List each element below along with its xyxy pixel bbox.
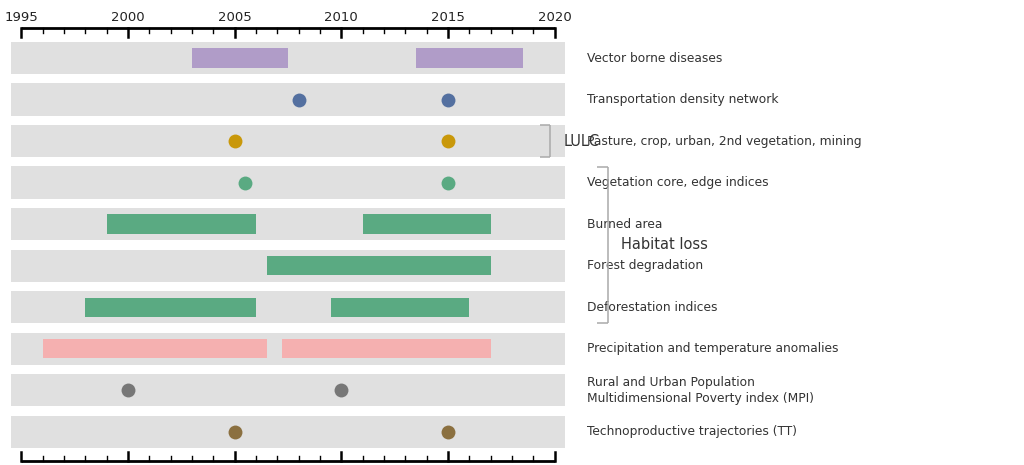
Text: 2015: 2015 [431, 11, 465, 24]
FancyBboxPatch shape [282, 339, 490, 359]
FancyBboxPatch shape [10, 291, 565, 324]
FancyBboxPatch shape [362, 214, 490, 234]
Text: Vegetation core, edge indices: Vegetation core, edge indices [587, 176, 768, 189]
FancyBboxPatch shape [43, 339, 266, 359]
Text: Rural and Urban Population
Multidimensional Poverty index (MPI): Rural and Urban Population Multidimensio… [587, 376, 814, 405]
Text: Transportation density network: Transportation density network [587, 93, 778, 106]
FancyBboxPatch shape [106, 214, 256, 234]
FancyBboxPatch shape [10, 208, 565, 240]
FancyBboxPatch shape [10, 42, 565, 74]
Text: Vector borne diseases: Vector borne diseases [587, 52, 722, 65]
FancyBboxPatch shape [266, 256, 490, 275]
Text: Deforestation indices: Deforestation indices [587, 301, 717, 314]
FancyBboxPatch shape [10, 416, 565, 448]
FancyBboxPatch shape [416, 48, 522, 68]
Text: Precipitation and temperature anomalies: Precipitation and temperature anomalies [587, 342, 839, 355]
FancyBboxPatch shape [193, 48, 288, 68]
Text: LULC: LULC [563, 133, 599, 149]
Text: Pasture, crop, urban, 2nd vegetation, mining: Pasture, crop, urban, 2nd vegetation, mi… [587, 135, 861, 148]
Text: 2010: 2010 [325, 11, 358, 24]
FancyBboxPatch shape [10, 125, 565, 157]
Text: Technoproductive trajectories (TT): Technoproductive trajectories (TT) [587, 425, 797, 438]
FancyBboxPatch shape [10, 332, 565, 365]
Text: 2005: 2005 [218, 11, 252, 24]
FancyBboxPatch shape [10, 250, 565, 282]
Text: 2000: 2000 [112, 11, 144, 24]
Text: 1995: 1995 [4, 11, 38, 24]
FancyBboxPatch shape [10, 83, 565, 116]
Text: Habitat loss: Habitat loss [621, 238, 708, 252]
Text: Forest degradation: Forest degradation [587, 259, 702, 272]
FancyBboxPatch shape [10, 374, 565, 406]
FancyBboxPatch shape [85, 298, 256, 317]
FancyBboxPatch shape [10, 166, 565, 199]
Text: Burned area: Burned area [587, 218, 663, 231]
FancyBboxPatch shape [331, 298, 469, 317]
Text: 2020: 2020 [538, 11, 571, 24]
